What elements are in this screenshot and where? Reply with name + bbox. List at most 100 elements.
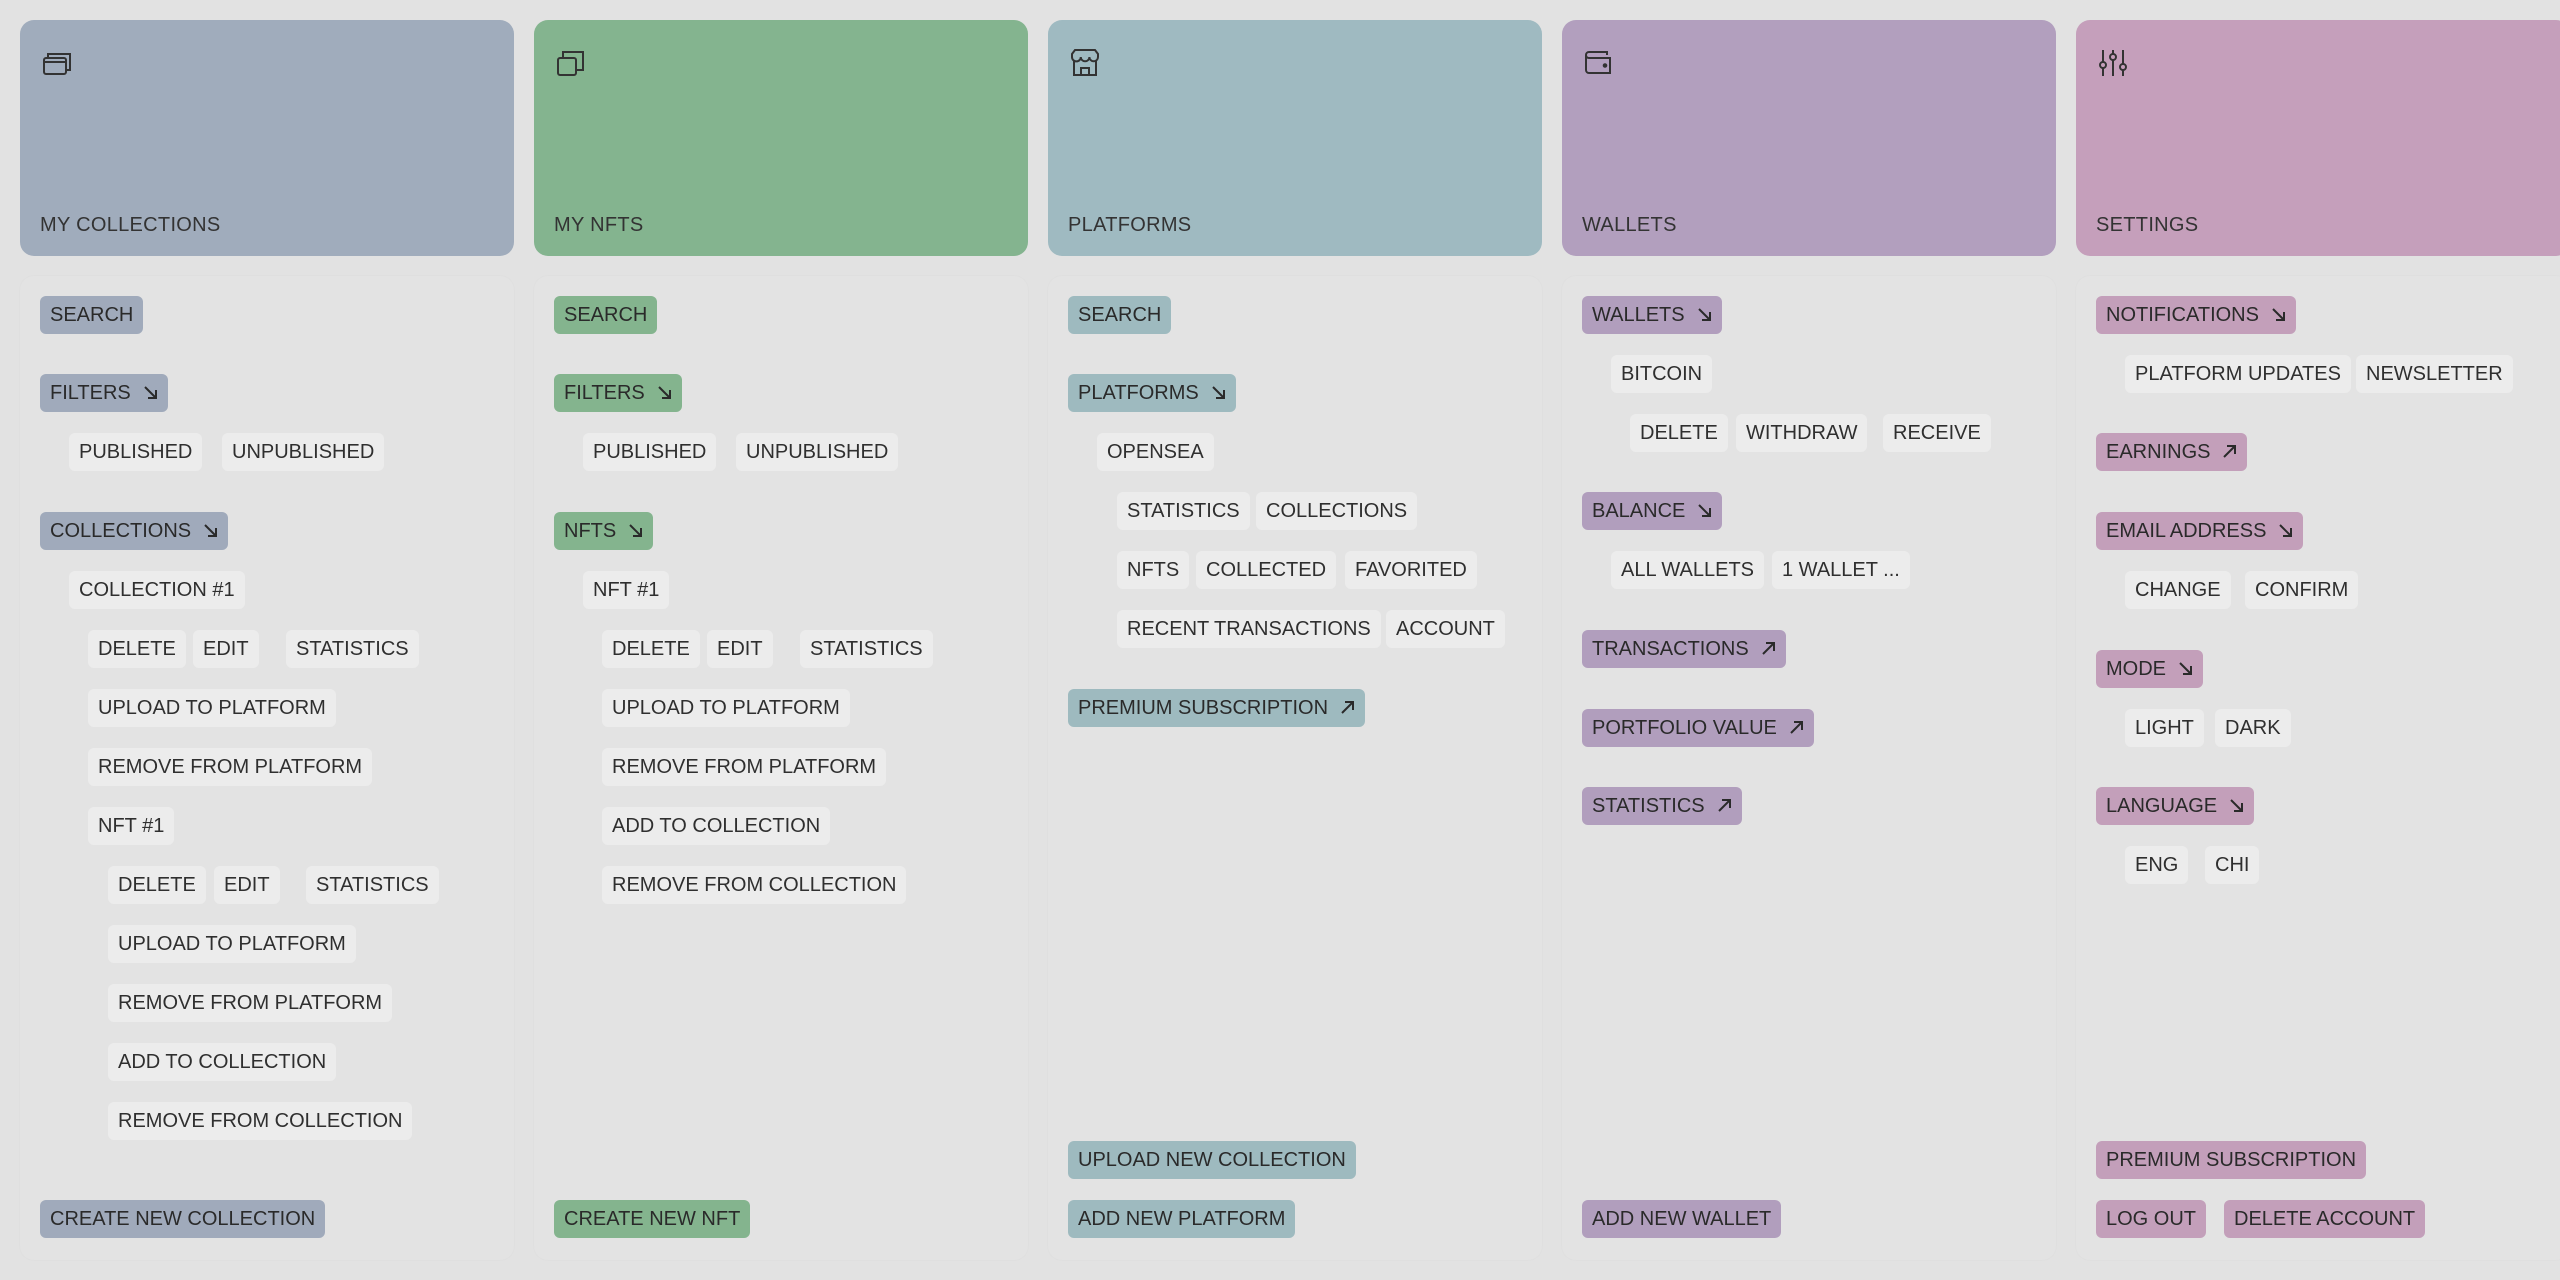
wallets-card[interactable]: WALLETS xyxy=(1562,20,2056,256)
nft-remove-collection-button[interactable]: REMOVE FROM COLLECTION xyxy=(602,866,907,904)
language-button[interactable]: LANGUAGE xyxy=(2096,787,2255,825)
platforms-button[interactable]: PLATFORMS xyxy=(1068,374,1236,412)
filters-button[interactable]: FILTERS xyxy=(554,374,682,412)
premium-subscription-button[interactable]: PREMIUM SUBSCRIPTION xyxy=(2096,1141,2367,1179)
arrow-down-right-icon xyxy=(2230,799,2244,812)
mode-button[interactable]: MODE xyxy=(2096,650,2203,688)
platform-statistics-button[interactable]: STATISTICS xyxy=(1117,492,1250,530)
transactions-button[interactable]: TRANSACTIONS xyxy=(1582,630,1786,668)
collection-edit-button[interactable]: EDIT xyxy=(193,630,259,668)
balance-button[interactable]: BALANCE xyxy=(1582,492,1723,530)
search-button[interactable]: SEARCH xyxy=(554,296,658,334)
email-change-button[interactable]: CHANGE xyxy=(2125,571,2231,609)
platform-collected-button[interactable]: COLLECTED xyxy=(1196,551,1337,589)
nft-item[interactable]: NFT #1 xyxy=(583,571,670,609)
email-address-button[interactable]: EMAIL ADDRESS xyxy=(2096,512,2304,550)
platforms-card[interactable]: PLATFORMS xyxy=(1048,20,1542,256)
log-out-button[interactable]: LOG OUT xyxy=(2096,1200,2207,1238)
sliders-icon xyxy=(2096,46,2130,80)
add-new-platform-button[interactable]: ADD NEW PLATFORM xyxy=(1068,1200,1296,1238)
add-new-wallet-button[interactable]: ADD NEW WALLET xyxy=(1582,1200,1782,1238)
earnings-button[interactable]: EARNINGS xyxy=(2096,433,2248,471)
nft-statistics-button[interactable]: STATISTICS xyxy=(800,630,933,668)
portfolio-value-button[interactable]: PORTFOLIO VALUE xyxy=(1582,709,1814,747)
nft-upload-button[interactable]: UPLOAD TO PLATFORM xyxy=(108,925,356,963)
filter-unpublished[interactable]: UNPUBLISHED xyxy=(736,433,899,471)
arrow-down-right-icon xyxy=(204,524,218,537)
platform-favorited-button[interactable]: FAVORITED xyxy=(1345,551,1477,589)
platform-collections-button[interactable]: COLLECTIONS xyxy=(1256,492,1418,530)
create-nft-button[interactable]: CREATE NEW NFT xyxy=(554,1200,751,1238)
wallet-delete-button[interactable]: DELETE xyxy=(1630,414,1728,452)
nft-add-collection-button[interactable]: ADD TO COLLECTION xyxy=(602,807,831,845)
wallet-receive-button[interactable]: RECEIVE xyxy=(1883,414,1991,452)
language-eng-button[interactable]: ENG xyxy=(2125,846,2189,884)
filters-label: FILTERS xyxy=(50,382,131,404)
platform-recent-transactions-button[interactable]: RECENT TRANSACTIONS xyxy=(1117,610,1381,648)
collection-item[interactable]: COLLECTION #1 xyxy=(69,571,245,609)
nft-upload-button[interactable]: UPLOAD TO PLATFORM xyxy=(602,689,850,727)
collection-upload-button[interactable]: UPLOAD TO PLATFORM xyxy=(88,689,336,727)
create-collection-button[interactable]: CREATE NEW COLLECTION xyxy=(40,1200,326,1238)
search-button[interactable]: SEARCH xyxy=(1068,296,1172,334)
wallets-button[interactable]: WALLETS xyxy=(1582,296,1722,334)
notification-newsletter-button[interactable]: NEWSLETTER xyxy=(2356,355,2513,393)
settings-title: SETTINGS xyxy=(2096,214,2199,236)
nft-statistics-button[interactable]: STATISTICS xyxy=(306,866,439,904)
arrow-down-right-icon xyxy=(1697,308,1711,321)
my-nfts-title: MY NFTS xyxy=(554,214,644,236)
platform-account-button[interactable]: ACCOUNT xyxy=(1386,610,1505,648)
mode-light-button[interactable]: LIGHT xyxy=(2125,709,2204,747)
nft-remove-collection-button[interactable]: REMOVE FROM COLLECTION xyxy=(108,1102,413,1140)
collections-label: COLLECTIONS xyxy=(50,520,192,542)
language-chi-button[interactable]: CHI xyxy=(2205,846,2260,884)
collections-button[interactable]: COLLECTIONS xyxy=(40,512,229,550)
filter-unpublished[interactable]: UNPUBLISHED xyxy=(222,433,385,471)
collection-statistics-button[interactable]: STATISTICS xyxy=(286,630,419,668)
upload-new-collection-button[interactable]: UPLOAD NEW COLLECTION xyxy=(1068,1141,1356,1179)
filter-published[interactable]: PUBLISHED xyxy=(583,433,717,471)
nft-edit-button[interactable]: EDIT xyxy=(214,866,280,904)
premium-subscription-label: PREMIUM SUBSCRIPTION xyxy=(1078,697,1329,719)
statistics-button[interactable]: STATISTICS xyxy=(1582,787,1742,825)
email-confirm-button[interactable]: CONFIRM xyxy=(2245,571,2359,609)
arrow-down-right-icon xyxy=(658,386,671,399)
arrow-down-right-icon xyxy=(2279,524,2293,537)
nft-item[interactable]: NFT #1 xyxy=(88,807,175,845)
filter-published[interactable]: PUBLISHED xyxy=(69,433,203,471)
wallet-withdraw-button[interactable]: WITHDRAW xyxy=(1736,414,1868,452)
my-nfts-card[interactable]: MY NFTS xyxy=(534,20,1028,256)
nft-edit-button[interactable]: EDIT xyxy=(707,630,773,668)
statistics-label: STATISTICS xyxy=(1592,795,1705,817)
nft-delete-button[interactable]: DELETE xyxy=(108,866,206,904)
wallets-title: WALLETS xyxy=(1582,214,1677,236)
search-button[interactable]: SEARCH xyxy=(40,296,144,334)
settings-panel: NOTIFICATIONS PLATFORM UPDATES NEWSLETTE… xyxy=(2076,276,2560,1260)
notification-platform-updates-button[interactable]: PLATFORM UPDATES xyxy=(2125,355,2351,393)
my-collections-card[interactable]: MY COLLECTIONS xyxy=(20,20,514,256)
storefront-icon xyxy=(1068,46,1102,80)
filters-button[interactable]: FILTERS xyxy=(40,374,168,412)
cards-stack-icon xyxy=(40,46,74,80)
platform-item-opensea[interactable]: OPENSEA xyxy=(1097,433,1214,471)
nfts-button[interactable]: NFTS xyxy=(554,512,654,550)
collection-delete-button[interactable]: DELETE xyxy=(88,630,186,668)
nft-add-collection-button[interactable]: ADD TO COLLECTION xyxy=(108,1043,337,1081)
nft-delete-button[interactable]: DELETE xyxy=(602,630,700,668)
nft-remove-platform-button[interactable]: REMOVE FROM PLATFORM xyxy=(602,748,887,786)
platforms-panel: SEARCH PLATFORMS OPENSEA STATISTICS COLL… xyxy=(1048,276,1542,1260)
my-collections-title: MY COLLECTIONS xyxy=(40,214,221,236)
settings-card[interactable]: SETTINGS xyxy=(2076,20,2560,256)
wallet-item-bitcoin[interactable]: BITCOIN xyxy=(1611,355,1713,393)
wallets-panel: WALLETS BITCOIN DELETE WITHDRAW RECEIVE … xyxy=(1562,276,2056,1260)
my-collections-panel: SEARCH FILTERS PUBLISHED UNPUBLISHED COL… xyxy=(20,276,514,1260)
nft-remove-platform-button[interactable]: REMOVE FROM PLATFORM xyxy=(108,984,393,1022)
collection-remove-platform-button[interactable]: REMOVE FROM PLATFORM xyxy=(88,748,373,786)
mode-dark-button[interactable]: DARK xyxy=(2215,709,2291,747)
platform-nfts-button[interactable]: NFTS xyxy=(1117,551,1190,589)
premium-subscription-button[interactable]: PREMIUM SUBSCRIPTION xyxy=(1068,689,1366,727)
notifications-button[interactable]: NOTIFICATIONS xyxy=(2096,296,2296,334)
balance-all-wallets-button[interactable]: ALL WALLETS xyxy=(1611,551,1765,589)
delete-account-button[interactable]: DELETE ACCOUNT xyxy=(2224,1200,2426,1238)
balance-one-wallet-button[interactable]: 1 WALLET ... xyxy=(1772,551,1910,589)
